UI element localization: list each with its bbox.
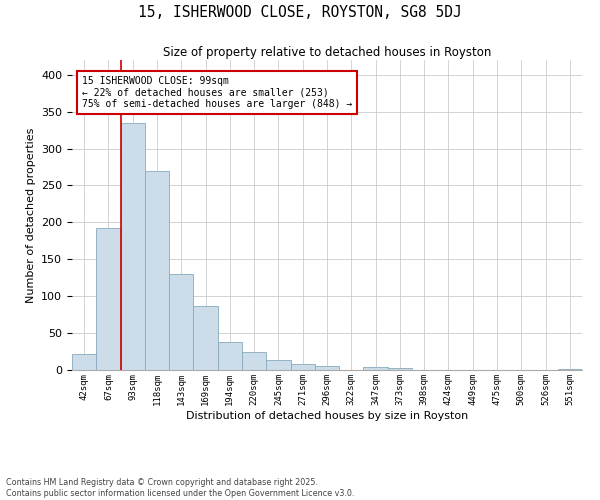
Bar [290,364,315,370]
Bar [218,342,242,370]
Bar [364,367,388,370]
Bar [121,122,145,370]
Bar [242,352,266,370]
Bar [96,228,121,370]
Bar [145,170,169,370]
Bar [558,368,582,370]
Bar [169,274,193,370]
Bar [193,306,218,370]
Title: Size of property relative to detached houses in Royston: Size of property relative to detached ho… [163,46,491,59]
X-axis label: Distribution of detached houses by size in Royston: Distribution of detached houses by size … [186,410,468,420]
Bar [315,366,339,370]
Text: Contains HM Land Registry data © Crown copyright and database right 2025.
Contai: Contains HM Land Registry data © Crown c… [6,478,355,498]
Y-axis label: Number of detached properties: Number of detached properties [26,128,35,302]
Bar [72,354,96,370]
Bar [266,360,290,370]
Text: 15, ISHERWOOD CLOSE, ROYSTON, SG8 5DJ: 15, ISHERWOOD CLOSE, ROYSTON, SG8 5DJ [138,5,462,20]
Bar [388,368,412,370]
Text: 15 ISHERWOOD CLOSE: 99sqm
← 22% of detached houses are smaller (253)
75% of semi: 15 ISHERWOOD CLOSE: 99sqm ← 22% of detac… [82,76,352,108]
